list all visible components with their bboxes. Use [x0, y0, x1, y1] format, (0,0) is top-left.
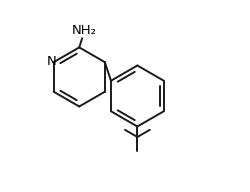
Text: NH₂: NH₂	[72, 24, 96, 37]
Text: N: N	[46, 55, 56, 68]
